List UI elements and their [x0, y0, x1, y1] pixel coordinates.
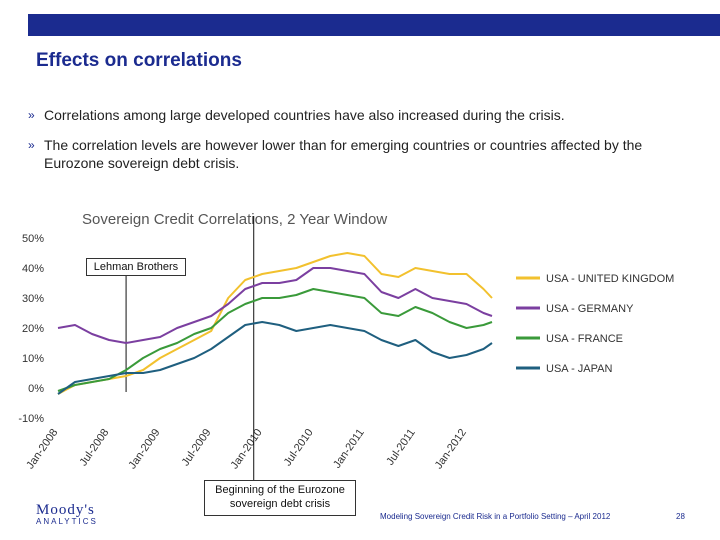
y-tick-label: 50%: [22, 233, 44, 245]
x-tick-label: Jan-2011: [331, 427, 367, 471]
y-tick-label: 0%: [28, 383, 44, 395]
series-line: [57, 321, 493, 395]
y-tick-label: 30%: [22, 293, 44, 305]
y-tick-label: 10%: [22, 353, 44, 365]
bullet-item: » Correlations among large developed cou…: [28, 106, 668, 124]
legend-label: USA - JAPAN: [546, 363, 612, 375]
bullet-marker: »: [28, 138, 35, 152]
correlation-chart: Sovereign Credit Correlations, 2 Year Wi…: [18, 211, 674, 480]
y-tick-label: 40%: [22, 263, 44, 275]
logo-sub: ANALYTICS: [36, 517, 98, 526]
footer-text: Modeling Sovereign Credit Risk in a Port…: [380, 512, 611, 521]
legend-label: USA - UNITED KINGDOM: [546, 273, 674, 285]
x-tick-label: Jan-2009: [126, 427, 162, 471]
top-band: [28, 14, 720, 36]
logo-main: Moody's: [36, 502, 95, 518]
chart-title: Sovereign Credit Correlations, 2 Year Wi…: [82, 211, 387, 228]
x-tick-label: Jan-2012: [433, 427, 469, 471]
series-line: [57, 288, 493, 392]
eurozone-label-line1: Beginning of the Eurozone: [215, 484, 345, 496]
eurozone-annotation: Beginning of the Eurozone sovereign debt…: [204, 480, 356, 516]
y-tick-label: -10%: [18, 413, 44, 425]
lehman-label: Lehman Brothers: [93, 261, 179, 273]
slide-title: Effects on correlations: [36, 50, 242, 71]
x-tick-label: Jan-2010: [229, 427, 265, 471]
legend-label: USA - GERMANY: [546, 303, 634, 315]
lehman-annotation: Lehman Brothers: [86, 258, 186, 276]
legend-label: USA - FRANCE: [546, 333, 623, 345]
top-bar: [0, 0, 720, 36]
y-axis: -10% 0% 10% 20% 30% 40% 50%: [18, 233, 44, 425]
x-tick-label: Jul-2011: [384, 427, 418, 468]
x-axis: Jan-2008 Jul-2008 Jan-2009 Jul-2009 Jan-2010…: [24, 427, 469, 471]
moodys-logo: Moody's ANALYTICS: [36, 502, 98, 526]
x-tick-label: Jul-2009: [180, 427, 214, 468]
page-number: 28: [676, 512, 685, 521]
bullet-text: Correlations among large developed count…: [44, 107, 565, 123]
x-tick-label: Jul-2008: [77, 427, 111, 468]
series-lines: [57, 252, 493, 395]
bullet-marker: »: [28, 108, 35, 122]
x-tick-label: Jan-2008: [24, 427, 60, 471]
x-tick-label: Jul-2010: [282, 427, 316, 468]
eurozone-label-line2: sovereign debt crisis: [229, 498, 331, 510]
bullet-list: » Correlations among large developed cou…: [28, 106, 668, 184]
bullet-item: » The correlation levels are however low…: [28, 136, 668, 172]
legend: USA - UNITED KINGDOM USA - GERMANY USA - F…: [516, 273, 674, 375]
bullet-text: The correlation levels are however lower…: [44, 137, 643, 171]
y-tick-label: 20%: [22, 323, 44, 335]
series-line: [57, 267, 493, 344]
